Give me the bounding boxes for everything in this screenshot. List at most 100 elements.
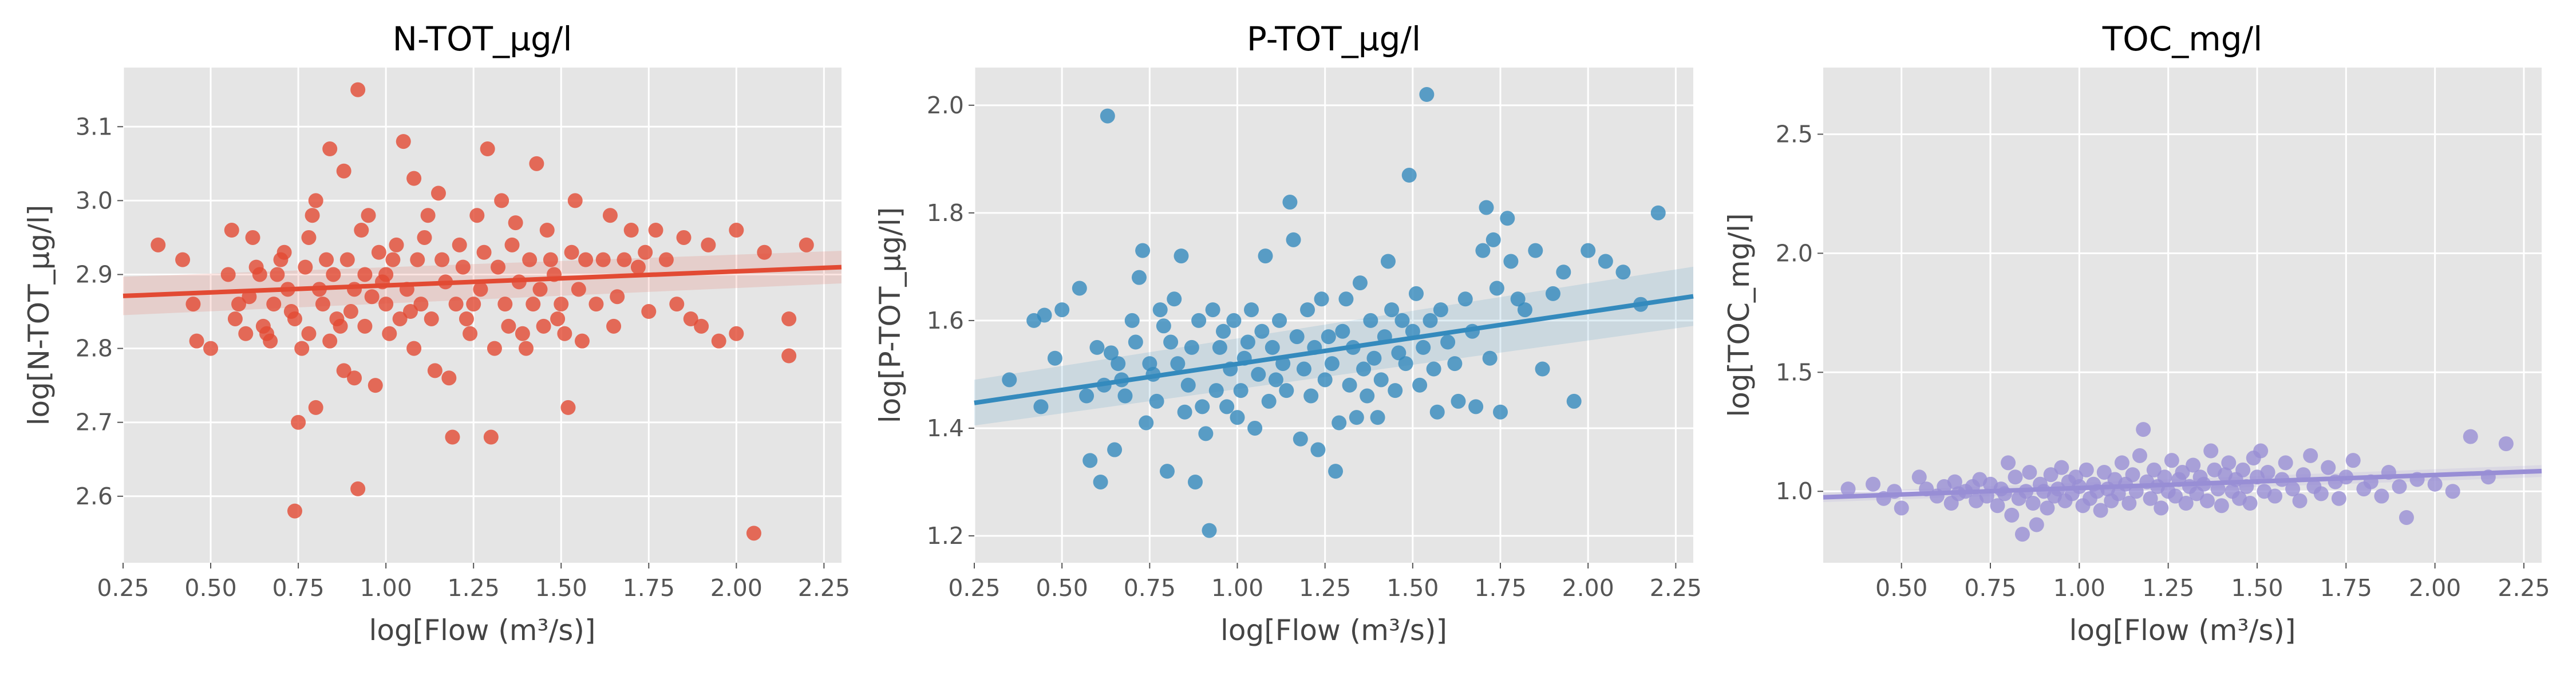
toc-data-point bbox=[1947, 474, 1962, 489]
n-tot-data-point bbox=[515, 326, 530, 341]
n-tot-data-point bbox=[483, 429, 499, 445]
n-tot-data-point bbox=[504, 237, 520, 252]
p-tot-data-point bbox=[1528, 243, 1543, 258]
toc-data-point bbox=[2146, 462, 2162, 477]
p-tot-chart-title: P-TOT_µg/l bbox=[1247, 19, 1421, 58]
p-tot-data-point bbox=[1254, 323, 1270, 339]
n-tot-y-tick-label: 3.0 bbox=[76, 187, 113, 214]
n-tot-data-point bbox=[270, 267, 285, 282]
n-tot-data-point bbox=[459, 311, 474, 326]
p-tot-data-point bbox=[1489, 281, 1504, 296]
p-tot-data-point bbox=[1216, 323, 1231, 339]
toc-y-tick-label: 2.5 bbox=[1776, 120, 1813, 148]
p-tot-data-point bbox=[1124, 313, 1140, 328]
p-tot-data-point bbox=[1261, 393, 1277, 409]
n-tot-data-point bbox=[729, 326, 744, 341]
toc-data-point bbox=[2157, 469, 2172, 485]
n-tot-data-point bbox=[532, 282, 548, 297]
p-tot-x-tick-label: 2.00 bbox=[1562, 574, 1614, 602]
p-tot-data-point bbox=[1556, 264, 1571, 280]
p-tot-data-point bbox=[1338, 291, 1354, 307]
p-tot-data-point bbox=[1384, 302, 1400, 318]
p-tot-data-point bbox=[1419, 87, 1435, 102]
toc-data-point bbox=[2321, 460, 2336, 475]
toc-data-point bbox=[2463, 429, 2478, 444]
n-tot-data-point bbox=[389, 237, 404, 252]
p-tot-confidence-band bbox=[974, 266, 1693, 426]
p-tot-data-point bbox=[1212, 339, 1227, 355]
p-tot-data-point bbox=[1363, 313, 1378, 328]
p-tot-data-point bbox=[1198, 426, 1214, 441]
toc-data-point bbox=[2214, 498, 2229, 514]
p-tot-data-point bbox=[1268, 372, 1283, 388]
toc-data-point bbox=[2498, 436, 2514, 452]
toc-x-tick-label: 1.50 bbox=[2231, 574, 2283, 602]
p-tot-data-point bbox=[1195, 399, 1210, 414]
n-tot-data-point bbox=[308, 193, 323, 208]
n-tot-data-point bbox=[336, 363, 351, 378]
toc-regression-line bbox=[1823, 468, 2542, 500]
p-tot-data-point bbox=[1545, 286, 1560, 301]
n-tot-data-point bbox=[658, 252, 674, 267]
toc-data-point bbox=[2029, 517, 2044, 532]
n-tot-y-tick-label: 2.9 bbox=[76, 260, 113, 288]
n-tot-data-point bbox=[669, 297, 685, 312]
p-tot-data-point bbox=[1089, 339, 1105, 355]
p-tot-regression-line bbox=[974, 294, 1694, 405]
n-tot-chart-title: N-TOT_µg/l bbox=[393, 19, 572, 58]
toc-x-tick-label: 2.25 bbox=[2498, 574, 2550, 602]
p-tot-data-point bbox=[1177, 404, 1192, 420]
p-tot-data-point bbox=[1139, 415, 1154, 431]
p-tot-y-axis-label: log[P-TOT_µg/l] bbox=[874, 207, 907, 423]
n-tot-data-point bbox=[231, 297, 247, 312]
n-tot-data-point bbox=[623, 223, 639, 238]
n-tot-data-point bbox=[291, 414, 306, 430]
p-tot-data-point bbox=[1335, 323, 1350, 339]
p-tot-data-point bbox=[1535, 361, 1550, 377]
p-tot-data-point bbox=[1349, 410, 1364, 425]
n-tot-data-point bbox=[322, 141, 338, 157]
p-tot-data-point bbox=[1398, 356, 1413, 372]
toc-data-point bbox=[2022, 464, 2037, 480]
toc-data-point bbox=[2278, 455, 2293, 471]
n-tot-data-point bbox=[378, 297, 394, 312]
n-tot-data-point bbox=[424, 311, 439, 326]
n-tot-data-point bbox=[343, 304, 358, 319]
n-tot-data-point bbox=[711, 333, 726, 349]
p-tot-data-point bbox=[1131, 270, 1147, 285]
n-tot-data-point bbox=[694, 318, 709, 334]
toc-y-tick-label: 1.5 bbox=[1776, 358, 1813, 386]
n-tot-data-point bbox=[392, 311, 408, 326]
n-tot-data-point bbox=[385, 252, 401, 267]
toc-chart-title: TOC_mg/l bbox=[2102, 19, 2263, 58]
n-tot-data-point bbox=[368, 378, 383, 393]
n-tot-data-point bbox=[189, 333, 204, 349]
p-tot-data-point bbox=[1517, 302, 1532, 318]
n-tot-data-point bbox=[469, 208, 485, 223]
n-tot-data-point bbox=[410, 252, 425, 267]
p-tot-data-point bbox=[1650, 205, 1666, 220]
n-tot-data-point bbox=[463, 326, 478, 341]
toc-y-tick-label: 1.0 bbox=[1776, 477, 1813, 505]
n-tot-x-tick-label: 1.50 bbox=[535, 574, 587, 602]
p-tot-data-point bbox=[1272, 313, 1287, 328]
n-tot-data-point bbox=[746, 526, 761, 541]
toc-data-point bbox=[2175, 464, 2190, 480]
toc-data-point bbox=[2079, 462, 2094, 477]
p-tot-data-point bbox=[1310, 442, 1326, 457]
n-tot-data-point bbox=[220, 267, 236, 282]
n-tot-data-point bbox=[326, 267, 341, 282]
n-tot-data-point bbox=[497, 297, 513, 312]
p-tot-data-point bbox=[1485, 232, 1501, 247]
n-tot-data-point bbox=[519, 341, 534, 356]
toc-x-tick-label: 0.50 bbox=[1875, 574, 1927, 602]
n-tot-data-point bbox=[529, 156, 544, 171]
n-tot-data-point bbox=[480, 141, 495, 157]
toc-data-point bbox=[2292, 493, 2308, 508]
p-tot-data-point bbox=[1360, 388, 1375, 404]
toc-data-point bbox=[2014, 527, 2030, 542]
n-tot-data-point bbox=[322, 333, 338, 349]
n-tot-data-point bbox=[617, 252, 632, 267]
p-tot-data-point bbox=[1503, 254, 1519, 269]
n-tot-data-point bbox=[382, 326, 397, 341]
